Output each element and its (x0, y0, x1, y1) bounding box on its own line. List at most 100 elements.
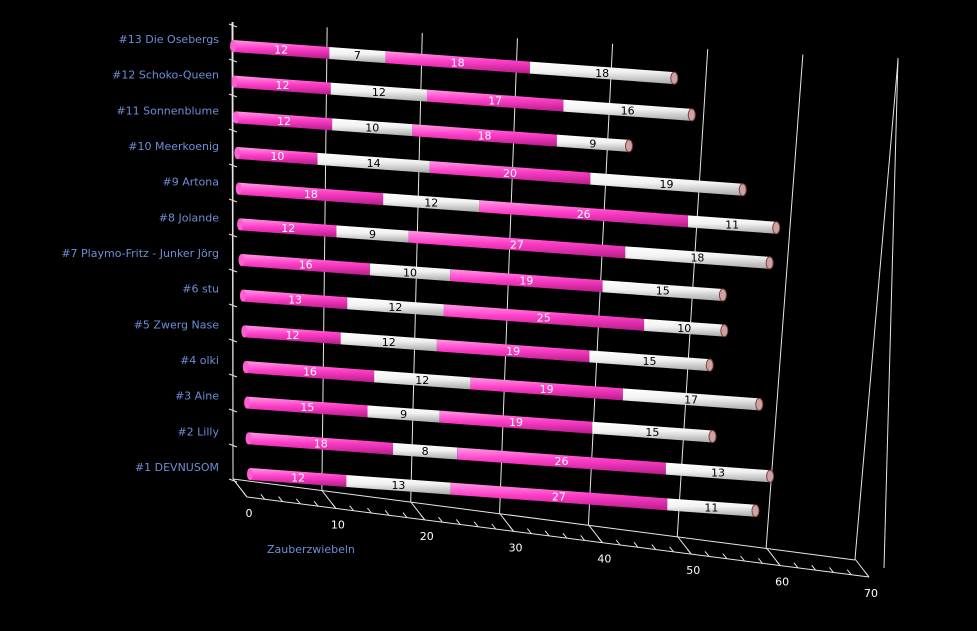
bar-segment (450, 269, 603, 293)
x-tick-label: 60 (775, 576, 789, 589)
x-minor-tick (651, 544, 657, 550)
x-minor-tick (740, 555, 745, 562)
bar-segment (602, 280, 723, 301)
data-label: 11 (704, 502, 718, 515)
category-label: #5 Zwerg Nase (134, 318, 220, 331)
y-tick (228, 163, 238, 168)
bar-start-cap (232, 111, 239, 124)
x-minor-tick (509, 525, 514, 532)
y-tick (228, 373, 238, 378)
data-label: 18 (304, 188, 318, 201)
y-tick (228, 58, 238, 63)
data-label: 12 (277, 115, 291, 128)
data-label: 12 (281, 222, 295, 235)
bar-segment (563, 99, 692, 121)
bar-segment (233, 40, 330, 59)
bar-end-cap (738, 183, 747, 197)
bar-segment (332, 118, 413, 137)
data-label: 12 (285, 329, 299, 342)
data-label: 19 (660, 178, 674, 191)
y-tick (228, 233, 238, 238)
x-tick-label: 0 (246, 507, 253, 520)
data-label: 10 (270, 150, 284, 163)
bar-segment (385, 51, 530, 74)
bar-segment (625, 246, 770, 269)
bar-end-cap (705, 358, 714, 372)
bar-end-cap (718, 288, 727, 302)
bar-segment (237, 147, 318, 165)
x-minor-tick (580, 535, 586, 541)
bar-start-cap (242, 361, 249, 373)
data-label: 12 (291, 472, 305, 485)
data-label: 27 (552, 490, 566, 503)
data-label: 18 (451, 56, 465, 69)
bar-segment (336, 225, 409, 243)
bar-segment (383, 193, 480, 213)
data-label: 8 (422, 445, 429, 458)
floor-back-edge (232, 478, 856, 561)
bar-start-cap (235, 182, 242, 195)
x-tick-label: 10 (331, 518, 345, 531)
bar-segment (408, 230, 626, 259)
bar-segment (429, 161, 591, 185)
x-tick-label: 40 (597, 553, 611, 566)
x-minor-tick (367, 507, 372, 514)
x-minor-tick (420, 514, 426, 521)
category-label: #6 stu (182, 283, 219, 296)
x-tick-label: 70 (864, 587, 878, 600)
data-label: 16 (303, 366, 317, 379)
y-tick (228, 303, 238, 308)
x-minor-tick (491, 523, 497, 530)
gridline (854, 59, 899, 560)
axis-layer: 0 10 20 30 40 50 60 70 (228, 22, 899, 600)
category-label: #2 Lilly (177, 425, 219, 438)
data-label: 12 (274, 44, 288, 57)
y-tick (228, 23, 238, 28)
category-label: #13 Die Osebergs (119, 33, 220, 46)
category-label: #1 DEVNUSOM (135, 461, 219, 474)
x-minor-tick (313, 500, 319, 507)
category-label: #10 Meerkoenig (128, 140, 219, 153)
data-label: 18 (314, 438, 328, 451)
data-label: 10 (365, 121, 379, 134)
data-label: 19 (519, 275, 533, 288)
data-label: 18 (478, 129, 492, 142)
bar-start-cap (247, 468, 253, 480)
bar-segment (590, 172, 743, 196)
bar-segment (470, 377, 623, 401)
data-label: 16 (621, 104, 635, 117)
bar-segment (240, 218, 337, 238)
data-label: 15 (645, 426, 659, 439)
data-label: 15 (300, 401, 314, 414)
bar-segment (667, 498, 756, 517)
bar-segment (369, 263, 451, 282)
bar-start-cap (231, 75, 238, 88)
bar-layer (230, 40, 781, 518)
x-minor-tick (633, 541, 639, 548)
bar-segment (665, 462, 771, 483)
x-minor-tick (402, 512, 408, 518)
data-label: 16 (299, 259, 313, 272)
bar-segment (479, 200, 688, 228)
x-minor-tick (669, 546, 674, 553)
x-axis-title: Zauberzwiebeln (267, 543, 355, 556)
bar-segment (393, 442, 458, 460)
bar-segment (529, 61, 675, 85)
bar-start-cap (239, 289, 246, 302)
data-label: 27 (510, 238, 524, 251)
x-minor-tick (757, 557, 763, 564)
x-minor-tick (242, 491, 248, 498)
bar-segment (457, 447, 666, 475)
bar-segment (235, 111, 333, 131)
x-minor-tick (526, 528, 532, 534)
category-label: #7 Playmo-Fritz - Junker Jörg (61, 247, 219, 260)
y-tick (228, 408, 238, 413)
bar-segment (347, 297, 444, 317)
x-minor-tick (260, 493, 266, 500)
x-minor-tick (473, 521, 479, 528)
right-axis-line (883, 57, 899, 569)
data-label: 17 (684, 393, 698, 406)
data-label: 9 (589, 137, 596, 150)
data-label: 19 (540, 383, 554, 396)
